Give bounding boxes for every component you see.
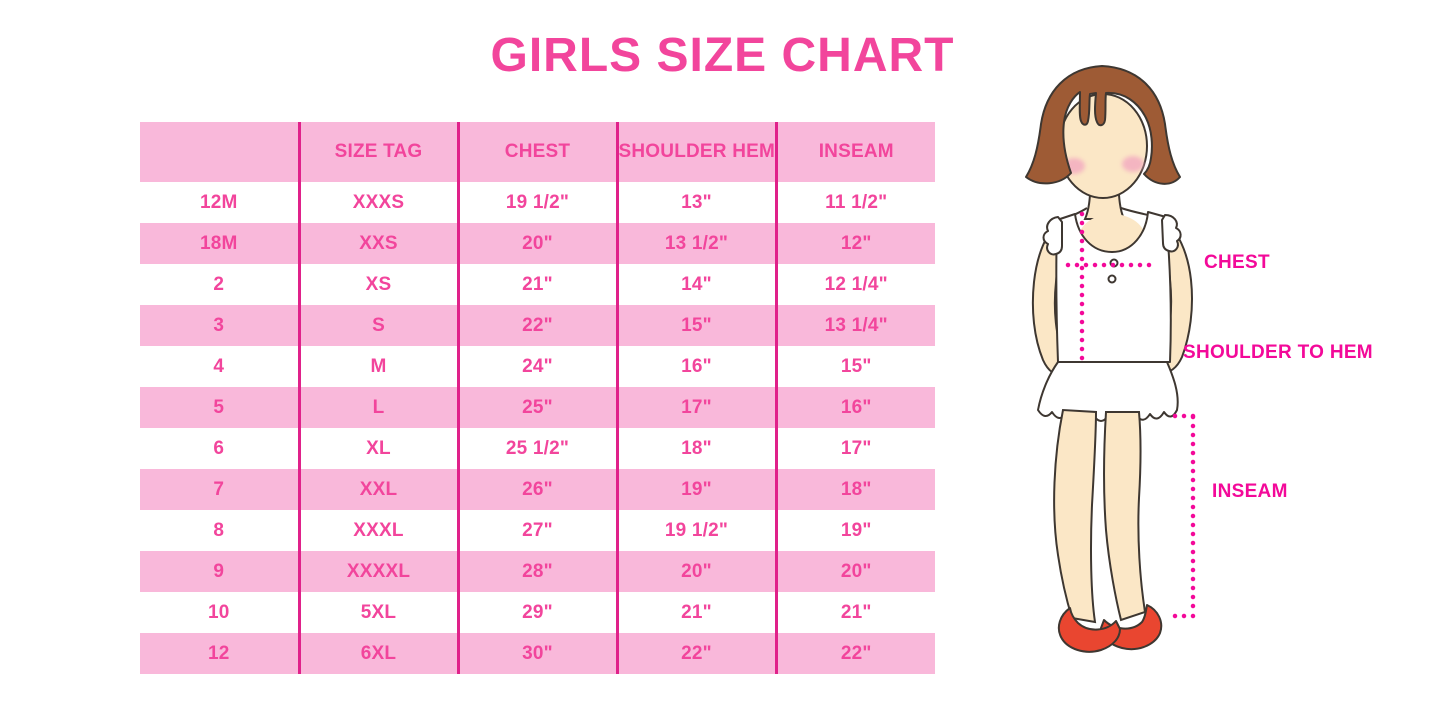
table-cell: 17" [774,428,935,469]
table-cell: 3 [140,305,299,346]
table-cell: 20" [456,223,617,264]
table-cell: 6XL [297,633,458,674]
table-row: 9 XXXXL 28" 20" 20" [140,551,935,592]
table-cell: L [297,387,458,428]
header-cell-blank [140,122,299,182]
header-cell-size-tag: SIZE TAG [297,122,458,182]
table-cell: 12" [774,223,935,264]
table-cell: 5XL [297,592,458,633]
table-cell: 4 [213,355,225,377]
table-cell: 13 1/2" [615,223,776,264]
shoulder-to-hem-label: SHOULDER TO HEM [1183,342,1373,363]
header-row: SIZE TAG CHEST SHOULDER HEM INSEAM [140,122,935,182]
table-row: 10 5XL 29" 21" 21" [140,592,935,633]
table-row: 5 L 25" 17" 16" [140,387,935,428]
table-cell: 21" [615,592,776,633]
table-cell: 2 [213,273,225,295]
table-cell: XS [297,264,458,305]
hair [1025,65,1181,185]
header-cell-inseam: INSEAM [774,122,935,182]
table-cell: 15" [774,346,935,387]
table-cell: 28" [456,551,617,592]
table-row: 3 S 22" 15" 13 1/4" [140,305,935,346]
table-cell: 13 1/4" [774,305,935,346]
table-cell: 16" [615,346,776,387]
size-table-header: SIZE TAG CHEST SHOULDER HEM INSEAM [140,122,935,182]
table-row: 12M XXXS 19 1/2" 13" 11 1/2" [140,182,935,223]
table-cell: 25 1/2" [456,428,617,469]
table-cell: 18" [774,469,935,510]
table-cell: 12 [140,633,299,674]
header-cell-chest: CHEST [456,122,617,182]
table-cell: 19" [774,510,935,551]
table-cell: 17" [615,387,776,428]
table-cell: 22" [615,633,776,674]
table-cell: 15" [615,305,776,346]
table-cell: XXXXL [297,551,458,592]
table-cell: 10 [207,601,230,623]
table-row: 12 6XL 30" 22" 22" [140,633,935,674]
table-cell: 25" [456,387,617,428]
table-cell: 26" [456,469,617,510]
buttons [1107,258,1119,284]
table-cell: XL [297,428,458,469]
table-cell: 19 1/2" [456,182,617,223]
table-cell: 20" [774,551,935,592]
table-cell: 5 [140,387,299,428]
table-cell: 6 [213,437,225,459]
table-cell: XXS [297,223,458,264]
table-row: 7 XXL 26" 19" 18" [140,469,935,510]
table-cell: 9 [140,551,299,592]
legs [1053,408,1147,624]
table-cell: 12 1/4" [774,264,935,305]
table-cell: 22" [456,305,617,346]
table-cell: 14" [615,264,776,305]
size-table-body: 12M XXXS 19 1/2" 13" 11 1/2" 18M XXS 20" 13 1/2"… [140,182,935,674]
table-cell: 7 [140,469,299,510]
table-row: 18M XXS 20" 13 1/2" 12" [140,223,935,264]
table-cell: XXXL [297,510,458,551]
table-cell: 24" [456,346,617,387]
table-cell: 12M [199,191,238,213]
header-cell-shoulder-hem: SHOULDER HEM [615,122,776,182]
girls-size-table: SIZE TAG CHEST SHOULDER HEM INSEAM 12M XX… [140,122,935,674]
table-cell: 18M [140,223,299,264]
table-cell: 11 1/2" [774,182,935,223]
table-cell: 21" [774,592,935,633]
shoulder-ruffles [1042,214,1182,256]
table-cell: 13" [615,182,776,223]
shoes [1057,604,1163,653]
girl-illustration [1025,65,1199,653]
table-cell: 18" [615,428,776,469]
page-title: GIRLS SIZE CHART [490,29,955,82]
table-row: 2 XS 21" 14" 12 1/4" [140,264,935,305]
chest-label: CHEST [1204,252,1270,273]
table-cell: XXL [297,469,458,510]
table-cell: 16" [774,387,935,428]
table-cell: 19 1/2" [615,510,776,551]
table-row: 4 M 24" 16" 15" [140,346,935,387]
table-cell: 19" [615,469,776,510]
table-row: 8 XXXL 27" 19 1/2" 19" [140,510,935,551]
table-cell: 22" [774,633,935,674]
measurement-lines [1065,211,1199,619]
table-cell: 29" [456,592,617,633]
table-cell: M [297,346,458,387]
table-cell: 8 [213,519,225,541]
table-cell: XXXS [297,182,458,223]
table-cell: 20" [615,551,776,592]
inseam-label: INSEAM [1212,481,1288,502]
table-cell: 30" [456,633,617,674]
table-row: 6 XL 25 1/2" 18" 17" [140,428,935,469]
table-cell: 21" [456,264,617,305]
table-cell: S [297,305,458,346]
table-cell: 27" [456,510,617,551]
